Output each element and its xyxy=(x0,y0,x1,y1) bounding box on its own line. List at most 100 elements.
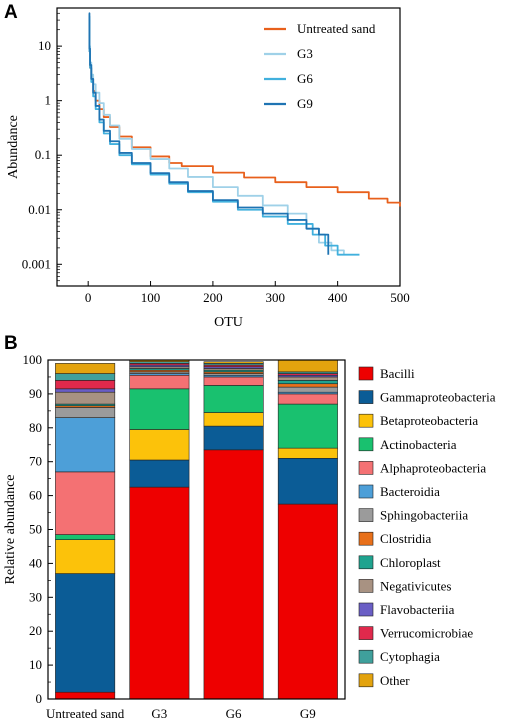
bar-segment-bacilli xyxy=(55,691,116,700)
y-tick-label: 80 xyxy=(29,420,42,435)
x-tick-label: 200 xyxy=(203,290,223,305)
y-tick-label: 40 xyxy=(29,555,42,570)
bar-segment-cytophagia xyxy=(55,373,116,381)
bar-segment-bacilli xyxy=(203,449,264,700)
y-tick-label: 0 xyxy=(36,691,43,706)
legend-swatch xyxy=(358,649,374,664)
plot-frame-a xyxy=(56,7,401,287)
x-tick-label: 0 xyxy=(85,290,92,305)
x-tick-label: 400 xyxy=(328,290,348,305)
bar-segment-gammaproteobacteria xyxy=(203,425,264,451)
plot-frame-b xyxy=(47,359,346,700)
legend-swatch xyxy=(358,555,374,570)
y-tick-label: 100 xyxy=(23,352,43,367)
bar-segment-flavobacteriia xyxy=(55,388,116,393)
legend-swatch xyxy=(358,437,374,452)
legend-swatch xyxy=(358,461,374,475)
y-tick-label: 10 xyxy=(38,38,51,53)
y-tick-label: 70 xyxy=(29,454,42,469)
legend-label: G9 xyxy=(297,96,313,111)
legend-label: G6 xyxy=(297,71,313,86)
bar-segment-other xyxy=(203,361,264,364)
legend-label: Flavobacteriia xyxy=(380,602,455,617)
y-tick-label: 20 xyxy=(29,623,42,638)
x-category-label: Untreated sand xyxy=(46,706,125,721)
x-category-label: G9 xyxy=(300,706,316,721)
bar-segment-betaproteobacteria xyxy=(129,429,190,461)
legend-swatch xyxy=(358,531,374,546)
x-tick-label: 300 xyxy=(266,290,286,305)
bar-segment-chloroplast xyxy=(277,380,338,385)
bar-segment-alphaproteobacteria xyxy=(55,471,116,535)
panel-b-stacked-bar-chart: 0 10 20 30 40 50 60 70 80 90 100 Untreated sand G3 G6… xyxy=(3,352,496,721)
legend-label: Actinobacteria xyxy=(380,437,457,452)
panel-a-line-chart: 0 100 200 300 400 500 0.001 0.01 0.1 1 10 OTU Abunda… xyxy=(6,7,410,330)
series-line-g6 xyxy=(88,15,360,256)
y-tick-label: 0.1 xyxy=(35,147,51,162)
bar-segment-betaproteobacteria xyxy=(203,412,264,427)
bar-segment-gammaproteobacteria xyxy=(277,458,338,505)
legend-swatch xyxy=(358,413,374,428)
legend-swatch xyxy=(358,673,374,688)
legend-label: Verrucomicrobiae xyxy=(380,626,473,641)
bar-segment-clostridia xyxy=(277,383,338,388)
legend-label: Clostridia xyxy=(380,531,432,546)
legend-swatch xyxy=(358,366,374,381)
y-tick-label: 60 xyxy=(29,488,42,503)
bar-segment-actinobacteria xyxy=(203,385,264,413)
bar-segment-negativicutes xyxy=(277,376,338,381)
y-tick-label: 90 xyxy=(29,386,42,401)
bar-segment-sphingobacteriia xyxy=(277,386,338,393)
y-axis-label: Relative abundance xyxy=(3,474,18,584)
series-line-g9 xyxy=(88,12,330,255)
x-category-label: G3 xyxy=(151,706,167,721)
legend-swatch xyxy=(358,390,374,404)
bar-segment-sphingobacteriia xyxy=(55,407,116,418)
y-tick-label: 0.01 xyxy=(28,202,51,217)
legend-label: Negativicutes xyxy=(380,578,451,593)
x-axis-label: OTU xyxy=(214,315,243,330)
x-category-label: G6 xyxy=(226,706,242,721)
legend-swatch xyxy=(358,484,374,499)
legend-label: Cytophagia xyxy=(380,649,440,664)
bar-segment-alphaproteobacteria xyxy=(203,376,264,386)
bar-segment-betaproteobacteria xyxy=(277,447,338,459)
bar-segment-alphaproteobacteria xyxy=(129,374,190,390)
legend-swatch xyxy=(358,508,374,522)
bar-segment-bacilli xyxy=(129,486,190,700)
legend-label: Bacteroidia xyxy=(380,484,440,499)
x-tick-label: 500 xyxy=(390,290,410,305)
bar-segment-other xyxy=(277,359,338,373)
legend-label: Bacilli xyxy=(380,366,415,381)
legend-label: G3 xyxy=(297,46,313,61)
bar-segment-alphaproteobacteria xyxy=(277,393,338,405)
legend-swatch xyxy=(358,602,374,617)
bar-segment-verrucomicrobiae xyxy=(55,380,116,390)
bar-segment-bacilli xyxy=(277,503,338,700)
bar-segment-gammaproteobacteria xyxy=(129,459,190,488)
x-tick-label: 100 xyxy=(141,290,161,305)
y-tick-label: 50 xyxy=(29,522,42,537)
bar-segment-other xyxy=(55,363,116,374)
panel-a-letter: A xyxy=(4,2,18,23)
bar-segment-bacteroidia xyxy=(55,417,116,473)
legend-label: Betaproteobacteria xyxy=(380,413,478,428)
series-line-g3 xyxy=(88,19,345,255)
legend-label: Untreated sand xyxy=(297,21,376,36)
legend-label: Alphaproteobacteria xyxy=(380,460,486,475)
bar-segment-actinobacteria xyxy=(129,388,190,430)
y-tick-label: 0.001 xyxy=(22,256,51,271)
legend-swatch xyxy=(358,579,374,593)
legend-label: Chloroplast xyxy=(380,555,441,570)
y-tick-label: 30 xyxy=(29,589,42,604)
legend-label: Sphingobacteriia xyxy=(380,508,468,523)
legend-label: Gammaproteobacteria xyxy=(380,390,496,405)
legend-swatch xyxy=(358,626,374,640)
series-line-untreated-sand xyxy=(88,19,401,207)
y-tick-label: 1 xyxy=(45,93,52,108)
y-tick-label: 10 xyxy=(29,657,42,672)
y-axis-label: Abundance xyxy=(6,115,21,179)
panel-b-letter: B xyxy=(4,333,18,354)
bar-segment-actinobacteria xyxy=(55,534,116,540)
